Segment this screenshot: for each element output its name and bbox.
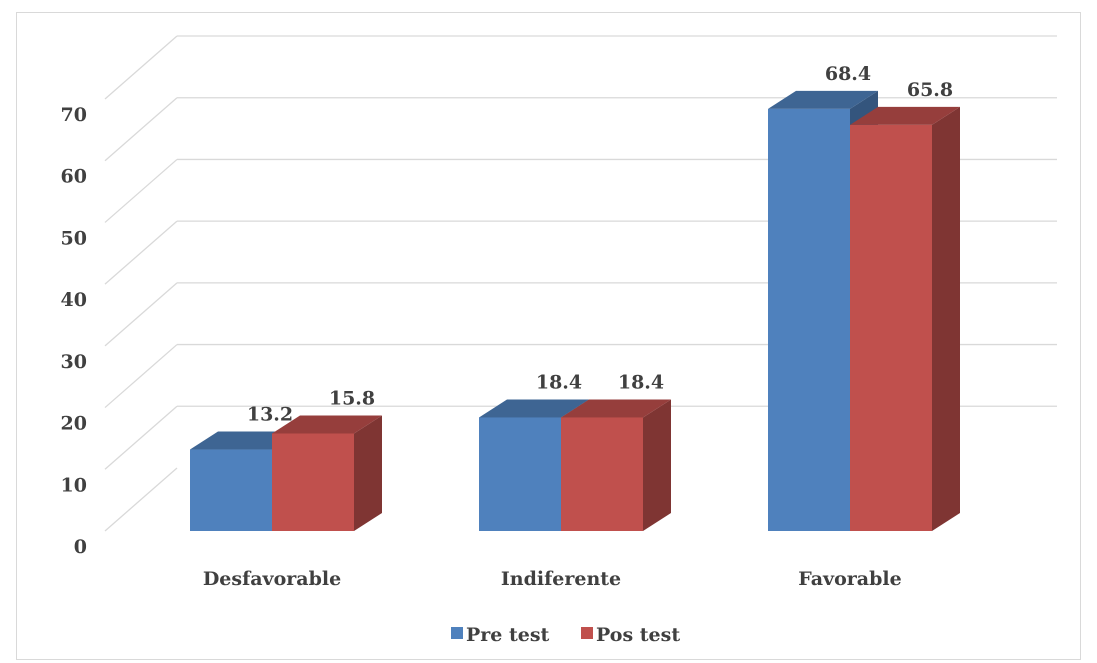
- bar-top: [272, 415, 382, 434]
- bar-top: [768, 90, 878, 109]
- legend-swatch: [451, 627, 463, 639]
- side-gridline: [104, 344, 178, 409]
- bar-side: [932, 106, 960, 532]
- bar: [479, 417, 561, 531]
- bar: [190, 449, 272, 531]
- bar-side: [643, 399, 671, 531]
- bar-top: [850, 106, 960, 125]
- data-label: 13.2: [247, 404, 293, 426]
- bar-top: [561, 399, 671, 418]
- side-gridline: [104, 467, 178, 532]
- y-tick-label: 70: [61, 104, 87, 126]
- data-label: 15.8: [329, 387, 375, 409]
- x-tick-label: Favorable: [798, 568, 901, 590]
- y-tick-label: 40: [61, 289, 87, 311]
- data-label: 65.8: [907, 79, 953, 101]
- side-gridline: [104, 97, 178, 162]
- legend-label: Pos test: [596, 624, 680, 646]
- y-tick-label: 30: [61, 351, 87, 373]
- bar: [768, 108, 850, 532]
- y-tick-label: 60: [61, 166, 87, 188]
- data-label: 18.4: [536, 371, 582, 393]
- bar: [850, 124, 932, 532]
- data-label: 18.4: [618, 371, 664, 393]
- bar: [561, 417, 643, 531]
- y-tick-label: 50: [61, 227, 87, 249]
- bar: [272, 433, 354, 531]
- side-gridline: [104, 220, 178, 285]
- x-tick-label: Desfavorable: [203, 568, 341, 590]
- side-gridline: [104, 282, 178, 347]
- side-gridline: [104, 35, 178, 100]
- legend-swatch: [581, 627, 593, 639]
- data-label: 68.4: [825, 63, 871, 85]
- x-tick-label: Indiferente: [501, 568, 621, 590]
- bar-side: [354, 415, 382, 531]
- side-gridline: [104, 158, 178, 223]
- bar-top: [479, 399, 589, 418]
- y-tick-label: 10: [61, 474, 87, 496]
- y-tick-label: 0: [74, 536, 87, 558]
- y-tick-label: 20: [61, 413, 87, 435]
- side-gridline: [104, 405, 178, 470]
- legend-label: Pre test: [466, 624, 550, 646]
